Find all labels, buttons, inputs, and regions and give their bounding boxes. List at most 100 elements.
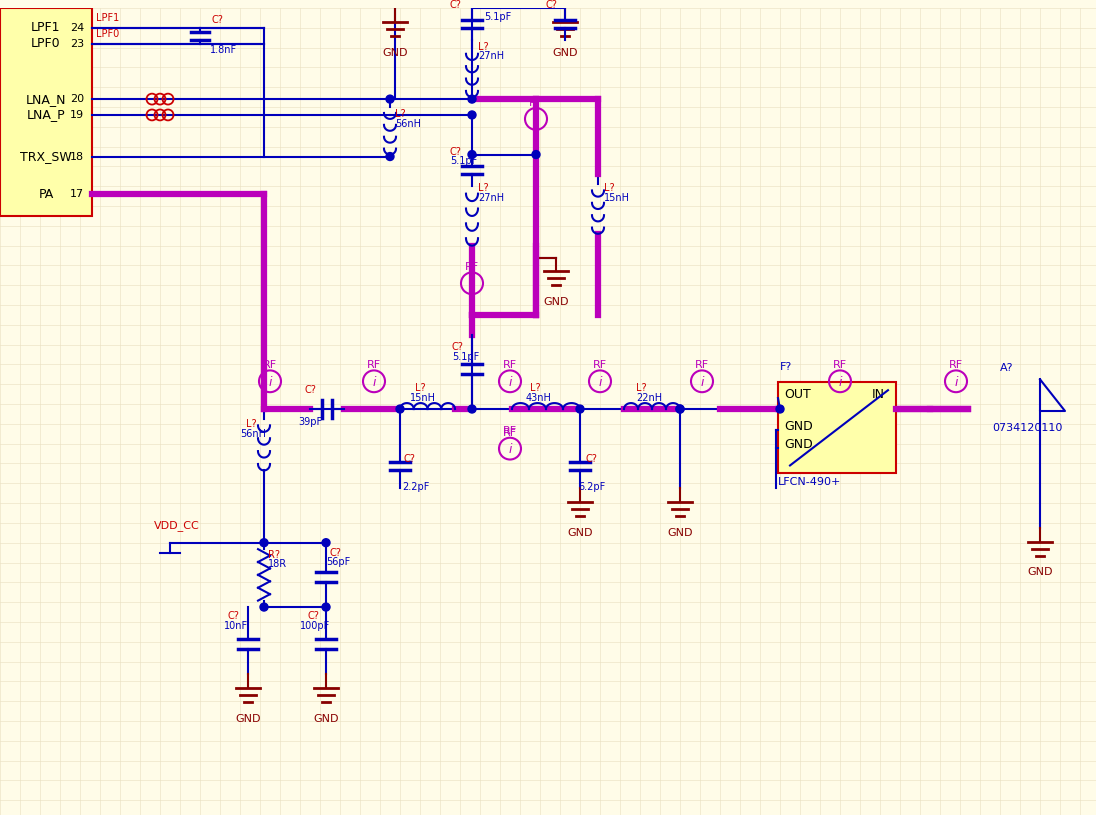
Text: L?: L? <box>478 183 489 193</box>
Text: GND: GND <box>667 528 693 538</box>
Text: 1.8nF: 1.8nF <box>210 45 237 55</box>
Text: i: i <box>700 376 704 389</box>
Text: RF: RF <box>503 428 517 438</box>
Text: 56pF: 56pF <box>326 557 351 567</box>
Text: 100pF: 100pF <box>300 621 330 631</box>
Text: L?: L? <box>604 183 615 193</box>
Text: C?: C? <box>330 548 342 557</box>
Text: GND: GND <box>313 714 339 724</box>
Text: RF: RF <box>465 262 479 272</box>
Text: 10nF: 10nF <box>224 621 248 631</box>
Text: L?: L? <box>395 109 406 119</box>
Text: i: i <box>838 376 842 389</box>
FancyBboxPatch shape <box>0 8 92 216</box>
Text: GND: GND <box>552 47 578 58</box>
Text: RF: RF <box>695 360 709 371</box>
Text: L?: L? <box>530 383 540 393</box>
Text: GND: GND <box>383 47 408 58</box>
Text: C?: C? <box>304 385 316 395</box>
Text: TRX_SW: TRX_SW <box>20 150 72 163</box>
Circle shape <box>576 405 584 413</box>
Text: LNA_N: LNA_N <box>25 93 66 106</box>
Circle shape <box>468 151 476 158</box>
Text: C?: C? <box>228 611 240 621</box>
Text: 43nH: 43nH <box>526 393 552 403</box>
Circle shape <box>468 405 476 413</box>
Text: 15nH: 15nH <box>410 393 436 403</box>
Text: L?: L? <box>636 383 647 393</box>
Circle shape <box>468 95 476 103</box>
Text: i: i <box>534 113 538 126</box>
FancyBboxPatch shape <box>778 382 897 474</box>
Text: GND: GND <box>544 297 569 307</box>
Text: LPF1: LPF1 <box>96 13 119 23</box>
Circle shape <box>322 603 330 611</box>
Circle shape <box>468 111 476 119</box>
Text: 18: 18 <box>70 152 84 161</box>
Circle shape <box>386 95 393 103</box>
Circle shape <box>386 152 393 161</box>
Text: RF: RF <box>503 360 517 371</box>
Text: C?: C? <box>450 0 461 10</box>
Text: 23: 23 <box>70 38 84 49</box>
Text: C?: C? <box>545 0 557 10</box>
Text: 56nH: 56nH <box>240 429 266 438</box>
Text: LFCN-490+: LFCN-490+ <box>778 478 842 487</box>
Text: LNA_P: LNA_P <box>26 108 66 121</box>
Text: 2.2pF: 2.2pF <box>402 482 430 492</box>
Circle shape <box>260 603 269 611</box>
Text: C?: C? <box>450 147 461 156</box>
Circle shape <box>322 539 330 547</box>
Text: L?: L? <box>478 42 489 51</box>
Text: C?: C? <box>212 15 224 24</box>
Text: VDD_CC: VDD_CC <box>155 520 199 531</box>
Text: i: i <box>509 376 512 389</box>
Text: C?: C? <box>404 455 415 465</box>
Text: 5.1pF: 5.1pF <box>452 351 479 362</box>
Text: F?: F? <box>780 363 792 372</box>
Text: 27nH: 27nH <box>478 193 504 203</box>
Circle shape <box>676 405 684 413</box>
Text: 19: 19 <box>70 110 84 120</box>
Text: i: i <box>269 376 272 389</box>
Text: GND: GND <box>784 420 813 433</box>
Text: RF: RF <box>949 360 963 371</box>
Text: 0734120110: 0734120110 <box>992 423 1062 433</box>
Text: 18R: 18R <box>269 559 287 570</box>
Text: GND: GND <box>784 438 813 451</box>
Text: 5.1pF: 5.1pF <box>450 156 477 166</box>
Text: 22nH: 22nH <box>636 393 662 403</box>
Text: i: i <box>373 376 376 389</box>
Text: 56nH: 56nH <box>395 119 421 129</box>
Text: 27nH: 27nH <box>478 51 504 61</box>
Text: i: i <box>509 443 512 456</box>
Text: 39pF: 39pF <box>298 416 322 427</box>
Text: GND: GND <box>236 714 261 724</box>
Text: C?: C? <box>452 341 464 351</box>
Text: LPF0: LPF0 <box>31 37 60 51</box>
Text: RF: RF <box>367 360 381 371</box>
Text: IN: IN <box>872 388 884 401</box>
Circle shape <box>676 405 684 413</box>
Text: RF: RF <box>503 425 517 436</box>
Text: 5.1pF: 5.1pF <box>484 12 511 22</box>
Text: L?: L? <box>246 419 256 429</box>
Circle shape <box>260 539 269 547</box>
Text: GND: GND <box>568 528 593 538</box>
Text: i: i <box>598 376 602 389</box>
Circle shape <box>396 405 404 413</box>
Text: LPF1: LPF1 <box>32 21 60 34</box>
Text: C?: C? <box>585 455 597 465</box>
Text: i: i <box>955 376 958 389</box>
Text: GND: GND <box>1027 567 1053 578</box>
Text: RF: RF <box>833 360 847 371</box>
Text: 24: 24 <box>70 23 84 33</box>
Text: L?: L? <box>415 383 425 393</box>
Text: C?: C? <box>308 611 320 621</box>
Text: RF: RF <box>529 98 543 108</box>
Text: 17: 17 <box>70 189 84 199</box>
Text: RF: RF <box>263 360 277 371</box>
Circle shape <box>532 151 540 158</box>
Text: A?: A? <box>1000 363 1014 373</box>
Text: 6.2pF: 6.2pF <box>578 482 605 492</box>
